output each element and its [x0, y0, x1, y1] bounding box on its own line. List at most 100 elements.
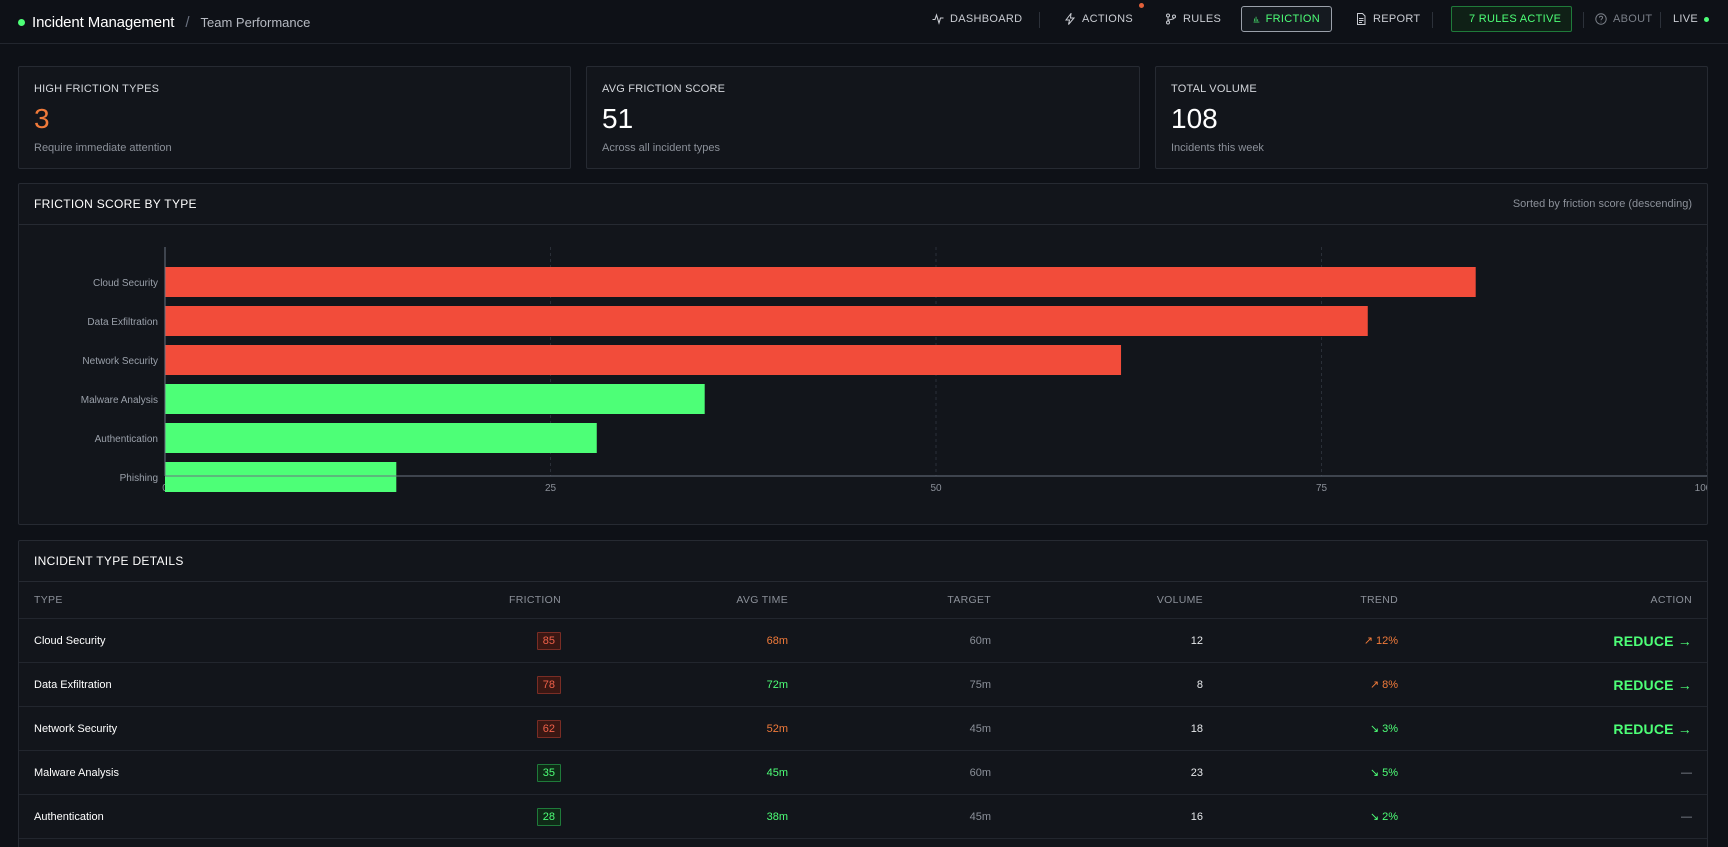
- stat-caption: Require immediate attention: [34, 142, 172, 154]
- friction-badge: 28: [536, 807, 561, 826]
- nav-friction-label: FRICTION: [1265, 13, 1320, 25]
- cell-trend: ↗ 8%: [1369, 679, 1398, 691]
- stat-label: TOTAL VOLUME: [1171, 83, 1257, 95]
- no-action: —: [1681, 766, 1692, 779]
- bar-chart-icon: [1253, 16, 1260, 23]
- nav-about[interactable]: ABOUT: [1595, 6, 1652, 32]
- nav-rules[interactable]: RULES: [1165, 6, 1221, 32]
- live-indicator: LIVE: [1673, 6, 1710, 32]
- stat-label: AVG FRICTION SCORE: [602, 83, 726, 95]
- bolt-icon: [1064, 13, 1076, 25]
- nav-divider: [1660, 12, 1661, 28]
- col-header-friction[interactable]: FRICTION: [509, 594, 561, 606]
- bar: [165, 423, 597, 453]
- stat-card-avg-friction: AVG FRICTION SCORE 51 Across all inciden…: [586, 66, 1140, 169]
- col-header-volume[interactable]: VOLUME: [1156, 594, 1203, 606]
- friction-badge: 78: [536, 675, 561, 694]
- stat-card-total-volume: TOTAL VOLUME 108 Incidents this week: [1155, 66, 1708, 169]
- col-header-avg-time[interactable]: AVG TIME: [736, 594, 788, 606]
- table-row[interactable]: Authentication 28 38m 45m 16 ↘ 2% —: [19, 795, 1707, 839]
- nav-actions[interactable]: ACTIONS: [1064, 6, 1133, 32]
- bar: [165, 462, 397, 492]
- nav-divider: [1039, 12, 1040, 28]
- branch-icon: [1166, 13, 1176, 25]
- bar: [165, 384, 705, 414]
- friction-chart-panel: FRICTION SCORE BY TYPE Sorted by frictio…: [18, 183, 1708, 525]
- cell-target: 45m: [969, 722, 991, 735]
- nav-dashboard[interactable]: DASHBOARD: [932, 6, 1022, 32]
- nav-about-label: ABOUT: [1613, 13, 1653, 25]
- cell-type: Malware Analysis: [34, 766, 119, 779]
- cell-trend: ↘ 2%: [1369, 811, 1398, 823]
- cell-friction: 28: [536, 795, 561, 838]
- friction-badge: 85: [536, 631, 561, 650]
- x-tick-label: 50: [930, 483, 942, 494]
- reduce-button[interactable]: REDUCE →: [1613, 632, 1692, 649]
- y-category-label: Malware Analysis: [81, 395, 158, 406]
- bar: [165, 306, 1368, 336]
- table-row[interactable]: Network Security 62 52m 45m 18 ↘ 3% REDUCE →: [19, 707, 1707, 751]
- no-action: —: [1681, 810, 1692, 823]
- y-category-label: Authentication: [95, 434, 158, 445]
- cell-volume: 16: [1190, 810, 1203, 823]
- table-row[interactable]: Cloud Security 85 68m 60m 12 ↗ 12% REDUCE →: [19, 619, 1707, 663]
- nav-report-label: REPORT: [1373, 13, 1421, 25]
- stat-card-high-friction: HIGH FRICTION TYPES 3 Require immediate …: [18, 66, 571, 169]
- col-header-action[interactable]: ACTION: [1650, 594, 1692, 606]
- activity-icon: [932, 13, 944, 25]
- nav-rules-label: RULES: [1183, 13, 1222, 25]
- cell-volume: 12: [1190, 634, 1203, 647]
- cell-type: Cloud Security: [34, 634, 106, 647]
- stat-value: 3: [34, 103, 50, 134]
- document-icon: [1357, 13, 1366, 25]
- x-tick-label: 25: [545, 483, 557, 494]
- stat-caption: Across all incident types: [602, 142, 720, 154]
- top-bar: Incident Management / Team Performance D…: [0, 0, 1728, 44]
- y-category-label: Phishing: [120, 473, 158, 484]
- cell-friction: 78: [536, 663, 561, 706]
- nav-actions-label: ACTIONS: [1082, 13, 1133, 25]
- stat-value: 108: [1171, 103, 1218, 134]
- cell-type: Network Security: [34, 722, 118, 735]
- stat-value: 51: [602, 103, 634, 134]
- cell-avg-time: 68m: [766, 634, 788, 647]
- reduce-button[interactable]: REDUCE →: [1613, 720, 1692, 737]
- y-category-label: Data Exfiltration: [87, 317, 158, 328]
- live-label: LIVE: [1673, 13, 1699, 25]
- help-icon: [1595, 13, 1607, 25]
- app-title: Incident Management: [32, 13, 175, 31]
- col-header-trend[interactable]: TREND: [1360, 594, 1398, 606]
- y-category-label: Cloud Security: [93, 278, 158, 289]
- cell-type: Data Exfiltration: [34, 678, 112, 691]
- sort-note: Sorted by friction score (descending): [1512, 198, 1692, 210]
- cell-volume: 23: [1190, 766, 1203, 779]
- cell-target: 60m: [969, 766, 991, 779]
- live-dot: [1704, 16, 1710, 22]
- rules-active-label: 7 RULES ACTIVE: [1469, 13, 1562, 25]
- cell-friction: 35: [536, 751, 561, 794]
- stat-caption: Incidents this week: [1171, 142, 1264, 154]
- bar: [165, 345, 1122, 375]
- cell-friction: 62: [536, 707, 561, 750]
- x-tick-label: 75: [1316, 483, 1328, 494]
- table-row[interactable]: Data Exfiltration 78 72m 75m 8 ↗ 8% REDUCE →: [19, 663, 1707, 707]
- table-header-row: TYPE FRICTION AVG TIME TARGET VOLUME TRE…: [19, 582, 1707, 619]
- cell-friction: 85: [536, 619, 561, 662]
- breadcrumb-page: Team Performance: [200, 14, 311, 30]
- brand: Incident Management / Team Performance: [18, 0, 310, 44]
- cell-trend: ↘ 5%: [1369, 767, 1398, 779]
- col-header-target[interactable]: TARGET: [947, 594, 991, 606]
- col-header-type[interactable]: TYPE: [34, 594, 63, 606]
- reduce-button[interactable]: REDUCE →: [1613, 676, 1692, 693]
- rules-active-badge[interactable]: 7 RULES ACTIVE: [1451, 6, 1572, 32]
- x-tick-label: 100: [1695, 483, 1707, 494]
- cell-avg-time: 72m: [766, 678, 788, 691]
- panel-header: FRICTION SCORE BY TYPE Sorted by frictio…: [19, 184, 1707, 225]
- cell-target: 75m: [969, 678, 991, 691]
- panel-title: INCIDENT TYPE DETAILS: [34, 554, 184, 568]
- nav-dashboard-label: DASHBOARD: [950, 13, 1023, 25]
- actions-notification-dot: [1139, 3, 1144, 8]
- nav-report[interactable]: REPORT: [1355, 6, 1420, 32]
- table-row[interactable]: Malware Analysis 35 45m 60m 23 ↘ 5% —: [19, 751, 1707, 795]
- nav-friction[interactable]: FRICTION: [1241, 6, 1332, 32]
